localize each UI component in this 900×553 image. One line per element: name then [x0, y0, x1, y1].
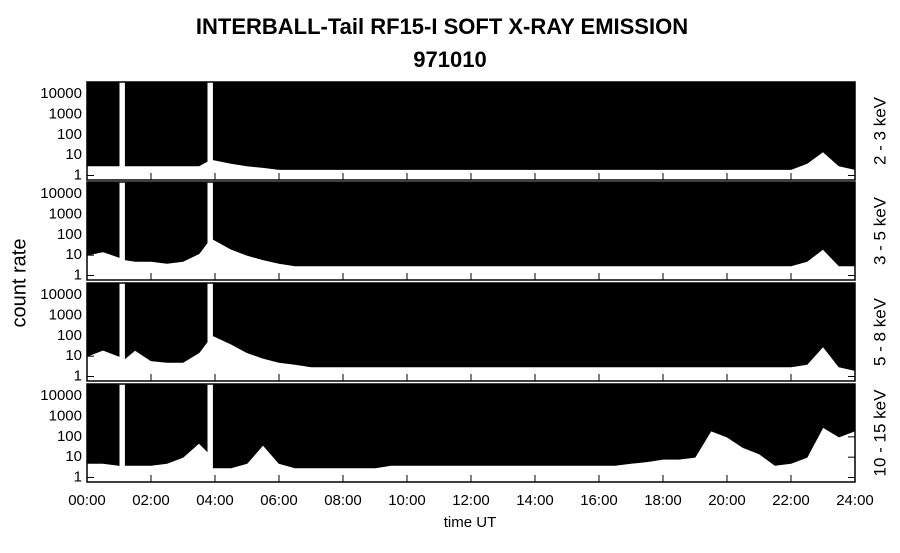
x-tick-label: 18:00: [644, 492, 682, 509]
data-area: [124, 81, 208, 167]
y-tick-label: 1: [74, 266, 82, 283]
x-tick-label: 16:00: [580, 492, 618, 509]
y-tick-label: 10: [65, 448, 82, 465]
y-tick-label: 10: [65, 146, 82, 163]
x-tick-label: 04:00: [196, 492, 234, 509]
data-area: [212, 181, 856, 267]
x-tick-label: 20:00: [708, 492, 746, 509]
y-tick-label: 1000: [49, 307, 82, 324]
y-tick-label: 1: [74, 166, 82, 183]
x-axis-label: time UT: [444, 514, 497, 531]
data-area: [86, 282, 120, 357]
y-tick-label: 10: [65, 246, 82, 263]
panel-label: 3 - 5 keV: [870, 196, 889, 265]
x-tick-label: 10:00: [388, 492, 426, 509]
y-tick-label: 10: [65, 347, 82, 364]
data-area: [212, 383, 856, 469]
x-tick-label: 14:00: [516, 492, 554, 509]
x-tick-label: 06:00: [260, 492, 298, 509]
y-tick-label: 10000: [40, 286, 82, 303]
chart-title: INTERBALL-Tail RF15-I SOFT X-RAY EMISSIO…: [196, 14, 688, 39]
x-tick-label: 24:00: [836, 492, 874, 509]
panel-label: 2 - 3 keV: [870, 96, 889, 165]
y-tick-label: 100: [57, 327, 82, 344]
y-tick-label: 1000: [49, 408, 82, 425]
data-area: [86, 181, 120, 258]
y-tick-label: 100: [57, 428, 82, 445]
panel-label: 10 - 15 keV: [870, 389, 889, 477]
y-tick-label: 100: [57, 126, 82, 143]
y-tick-label: 1000: [49, 206, 82, 223]
y-tick-label: 10000: [40, 185, 82, 202]
x-tick-label: 00:00: [68, 492, 106, 509]
x-tick-label: 08:00: [324, 492, 362, 509]
x-tick-label: 12:00: [452, 492, 490, 509]
y-axis-label: count rate: [8, 239, 30, 328]
y-tick-label: 1: [74, 367, 82, 384]
y-tick-label: 1: [74, 468, 82, 485]
x-tick-label: 22:00: [772, 492, 810, 509]
data-area: [212, 81, 856, 171]
y-tick-label: 100: [57, 226, 82, 243]
y-tick-label: 10000: [40, 85, 82, 102]
data-area: [212, 282, 856, 372]
y-tick-label: 10000: [40, 387, 82, 404]
x-tick-label: 02:00: [132, 492, 170, 509]
y-tick-label: 1000: [49, 106, 82, 123]
panel-label: 5 - 8 keV: [870, 297, 889, 366]
data-area: [124, 282, 208, 363]
data-area: [124, 383, 208, 466]
chart-subtitle: 971010: [413, 47, 486, 72]
data-area: [124, 181, 208, 264]
